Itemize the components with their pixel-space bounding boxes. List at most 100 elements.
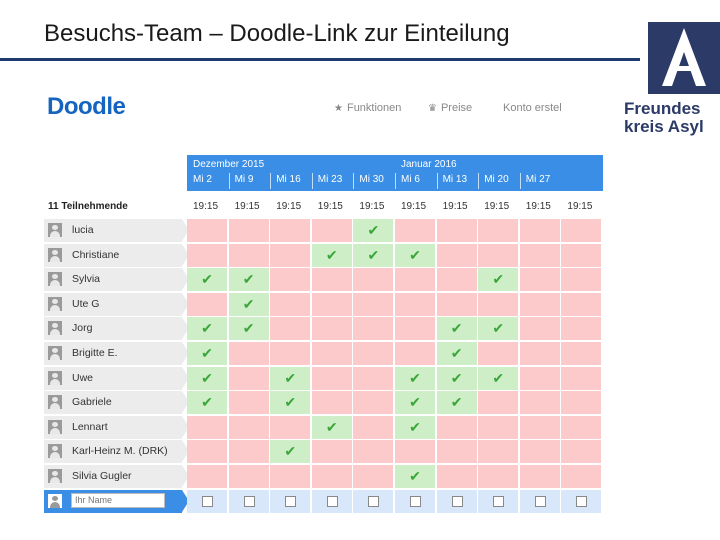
vote-yes-cell: ✔ [187,391,227,415]
vote-yes-cell: ✔ [436,366,477,390]
participant-row: Gabriele ✔ ✔ ✔ ✔ [44,391,603,415]
vote-no-cell [478,219,519,242]
avatar-icon [48,223,62,237]
nav-funktionen[interactable]: ★ Funktionen [334,102,401,114]
availability-checkbox[interactable] [243,495,255,507]
participant-name: Jorg [72,322,93,335]
row-arrow [182,219,189,241]
availability-checkbox-cell [395,489,435,513]
vote-no-cell [436,243,477,267]
availability-checkbox[interactable] [285,495,297,507]
slide-title: Besuchs-Team – Doodle-Link zur Einteilun… [44,20,510,47]
participant-name-cell: Lennart [44,415,182,439]
availability-checkbox[interactable] [451,495,463,507]
participant-name-cell: Christiane [44,243,182,267]
checkmark-icon: ✔ [242,295,255,312]
time-label: 19:15 [525,201,551,212]
name-input[interactable] [71,492,165,508]
availability-checkbox-cell [353,489,394,513]
checkmark-icon: ✔ [242,271,255,288]
vote-no-cell [228,366,269,390]
vote-yes-cell: ✔ [478,268,519,292]
time-label: 19:15 [484,201,510,212]
row-arrow [182,243,189,266]
vote-no-cell [270,268,311,292]
vote-yes-cell: ✔ [395,465,435,488]
avatar-icon [48,370,62,385]
day-label: Mi 9 [234,174,254,185]
avatar-icon [48,272,62,287]
availability-checkbox[interactable] [326,495,338,507]
participant-name: Ute G [72,297,100,310]
time-label: 19:15 [317,201,343,212]
vote-no-cell [270,243,311,267]
vote-no-cell [519,342,560,365]
vote-no-cell [436,268,477,292]
nav-konto-erstellen[interactable]: Konto erstel [503,102,562,114]
vote-yes-cell: ✔ [478,366,519,390]
vote-no-cell [395,342,435,365]
time-label: 19:15 [442,201,468,212]
vote-yes-cell: ✔ [187,268,227,292]
vote-no-cell [311,268,352,292]
vote-yes-cell: ✔ [395,391,435,415]
vote-yes-cell: ✔ [270,391,311,415]
availability-checkbox-cell [270,489,311,513]
star-icon: ★ [334,103,343,114]
vote-no-cell [270,415,311,439]
checkmark-icon: ✔ [325,246,338,263]
avatar-icon [48,321,62,336]
participant-name: Silvia Gugler [72,470,132,482]
participant-row: Jorg ✔ ✔ ✔ ✔ [44,317,603,341]
vote-no-cell [187,465,227,488]
vote-no-cell [228,342,269,365]
doodle-logo[interactable]: Doodle [47,93,126,120]
time-label: 19:15 [359,201,385,212]
checkmark-icon: ✔ [284,443,297,460]
vote-no-cell [561,292,602,316]
checkmark-icon: ✔ [450,394,463,411]
vote-yes-cell: ✔ [395,243,435,267]
participant-name-cell: lucia [44,219,182,242]
vote-no-cell [478,292,519,316]
vote-yes-cell: ✔ [395,415,435,439]
checkmark-icon: ✔ [450,320,463,337]
participant-name: Brigitte E. [72,347,118,359]
month-label: Dezember 2015 [193,159,265,170]
vote-no-cell [187,415,227,439]
nav-preise[interactable]: ♛ Preise [428,102,472,114]
vote-yes-cell: ✔ [311,243,352,267]
availability-checkbox[interactable] [410,495,421,507]
availability-checkbox[interactable] [534,495,546,507]
column-divider [270,173,272,189]
avatar-icon [48,346,62,360]
checkmark-icon: ✔ [492,320,505,337]
vote-no-cell [187,292,227,316]
vote-no-cell [478,342,519,365]
checkmark-icon: ✔ [201,271,213,288]
vote-no-cell [270,342,311,365]
vote-no-cell [353,415,394,439]
vote-no-cell [228,465,269,488]
time-label: 19:15 [401,201,427,212]
checkmark-icon: ✔ [367,246,380,263]
vote-yes-cell: ✔ [436,391,477,415]
vote-yes-cell: ✔ [228,268,269,292]
checkmark-icon: ✔ [450,345,463,361]
vote-no-cell [561,391,602,415]
checkmark-icon: ✔ [409,468,421,484]
vote-no-cell [270,219,311,242]
availability-checkbox[interactable] [368,495,380,507]
vote-no-cell [519,219,560,242]
checkmark-icon: ✔ [284,394,297,411]
vote-no-cell [561,366,602,390]
participant-row: Karl-Heinz M. (DRK) ✔ [44,440,603,464]
availability-checkbox[interactable] [202,495,213,507]
availability-checkbox[interactable] [576,495,588,507]
availability-checkbox[interactable] [493,495,505,507]
row-arrow [182,317,189,340]
checkmark-icon: ✔ [409,369,421,386]
vote-no-cell [436,415,477,439]
participant-name-cell: Jorg [44,317,182,341]
day-label: Mi 23 [317,174,343,185]
